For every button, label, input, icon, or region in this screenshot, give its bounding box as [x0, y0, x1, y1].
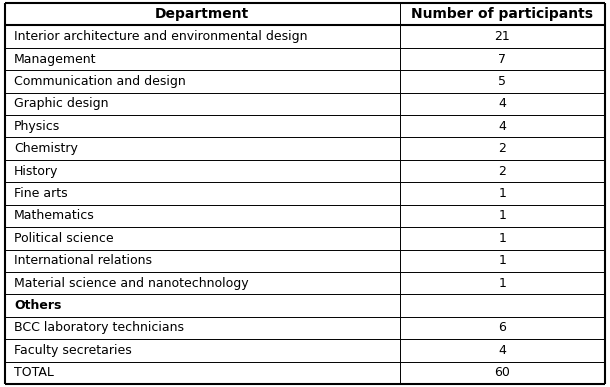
Text: Political science: Political science	[14, 232, 113, 245]
Text: 4: 4	[498, 98, 506, 110]
Text: Number of participants: Number of participants	[412, 7, 594, 21]
Text: Mathematics: Mathematics	[14, 209, 95, 223]
Text: Physics: Physics	[14, 120, 60, 133]
Text: International relations: International relations	[14, 254, 152, 267]
Text: Others: Others	[14, 299, 62, 312]
Text: TOTAL: TOTAL	[14, 366, 54, 379]
Text: 1: 1	[498, 187, 506, 200]
Text: Interior architecture and environmental design: Interior architecture and environmental …	[14, 30, 307, 43]
Text: 21: 21	[495, 30, 511, 43]
Text: History: History	[14, 164, 59, 178]
Text: Faculty secretaries: Faculty secretaries	[14, 344, 132, 357]
Text: Graphic design: Graphic design	[14, 98, 109, 110]
Text: Communication and design: Communication and design	[14, 75, 186, 88]
Text: 60: 60	[495, 366, 511, 379]
Text: 1: 1	[498, 232, 506, 245]
Text: Management: Management	[14, 53, 96, 66]
Text: 6: 6	[498, 321, 506, 334]
Text: 1: 1	[498, 254, 506, 267]
Text: BCC laboratory technicians: BCC laboratory technicians	[14, 321, 184, 334]
Text: 1: 1	[498, 209, 506, 223]
Text: Material science and nanotechnology: Material science and nanotechnology	[14, 277, 249, 289]
Text: Fine arts: Fine arts	[14, 187, 68, 200]
Text: 2: 2	[498, 142, 506, 155]
Text: Department: Department	[155, 7, 249, 21]
Text: 5: 5	[498, 75, 506, 88]
Text: Chemistry: Chemistry	[14, 142, 78, 155]
Text: 1: 1	[498, 277, 506, 289]
Text: 2: 2	[498, 164, 506, 178]
Text: 4: 4	[498, 120, 506, 133]
Text: 7: 7	[498, 53, 506, 66]
Text: 4: 4	[498, 344, 506, 357]
